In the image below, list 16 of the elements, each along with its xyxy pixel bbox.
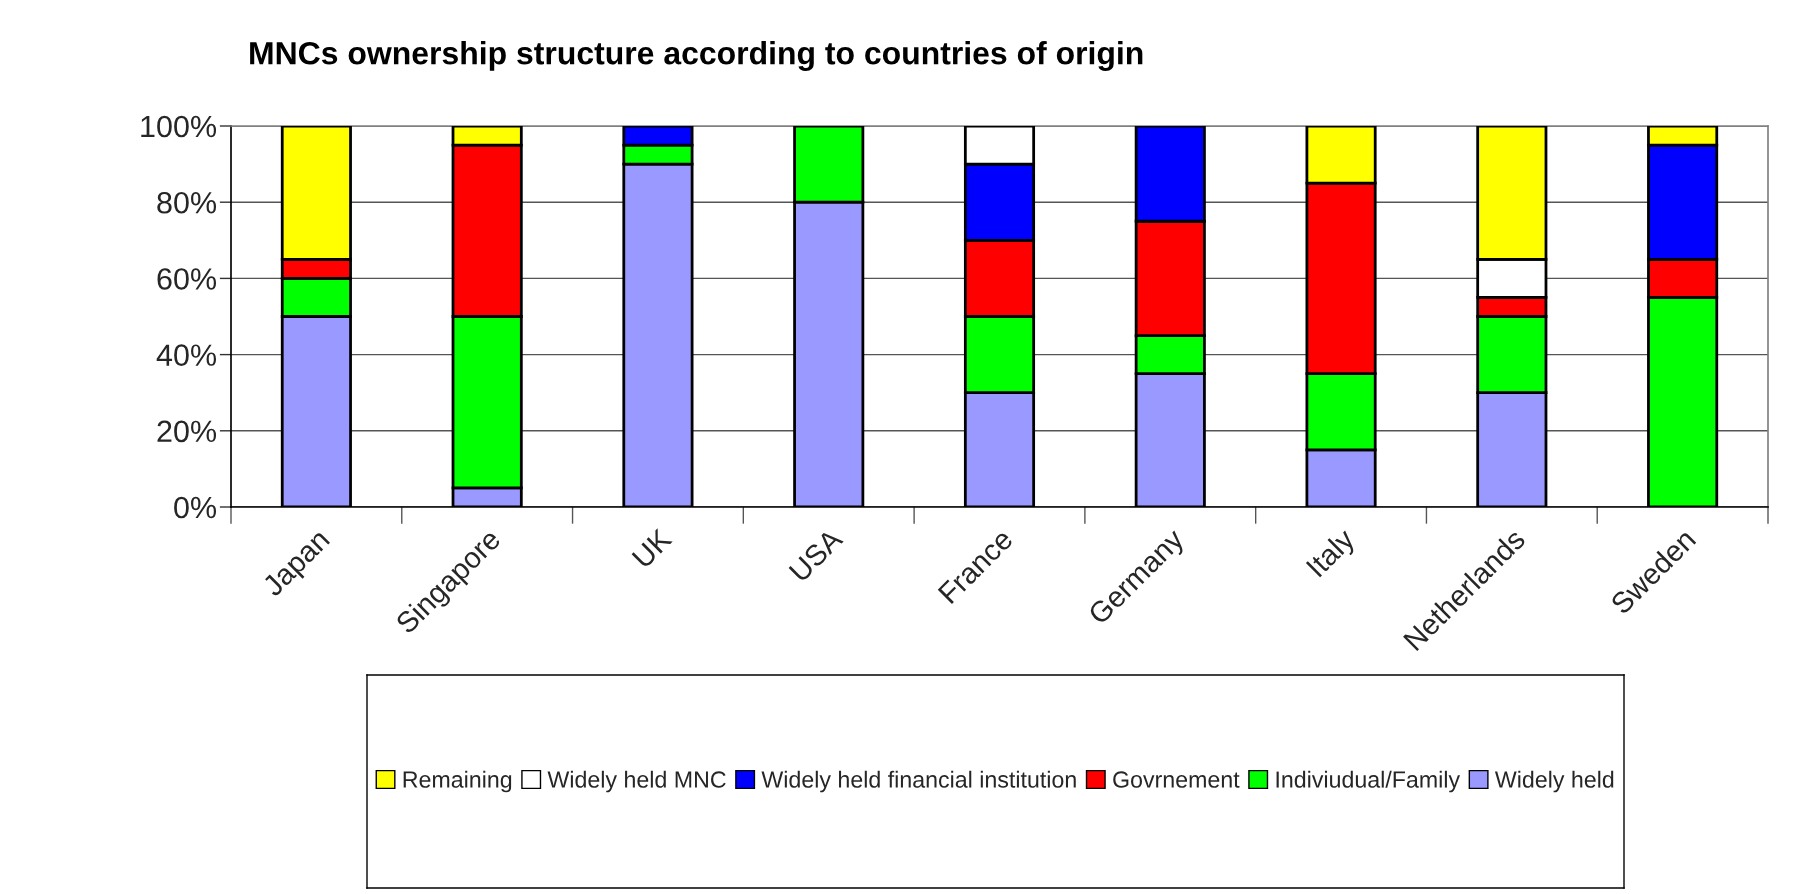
x-tick-label: UK: [631, 527, 673, 569]
y-tick-label: 20%: [157, 420, 217, 443]
y-tick-label: 60%: [157, 268, 217, 290]
y-tick-label: 100%: [141, 115, 217, 138]
x-tick-label: USA: [788, 527, 844, 583]
legend-label: Widely held: [1494, 770, 1614, 793]
chart-title: MNCs ownership structure according to countries of origin: [250, 41, 1143, 71]
y-tick-label: 0%: [174, 496, 217, 519]
legend-label: Remaining: [403, 770, 512, 793]
legend-label: Widely held financial institution: [761, 770, 1076, 793]
legend-label: Govrnement: [1113, 771, 1240, 788]
y-tick-label: 80%: [157, 191, 217, 214]
legend-label: Indiviudual/Family: [1276, 770, 1461, 793]
legend-label: Widely held MNC: [547, 770, 726, 793]
y-tick-label: 40%: [156, 344, 217, 366]
x-tick-label: Italy: [1305, 526, 1361, 582]
